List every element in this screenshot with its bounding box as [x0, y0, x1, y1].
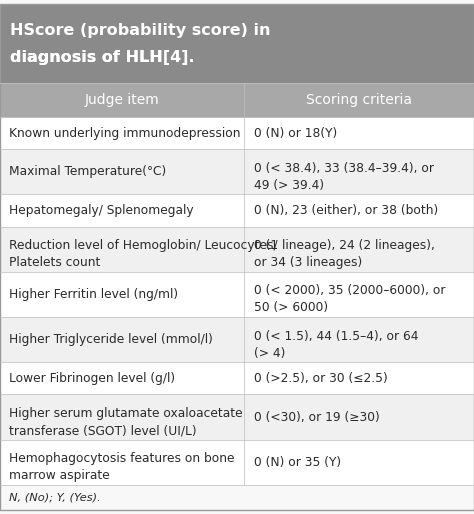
- Bar: [0, 4, 474, 83]
- Text: Higher serum glutamate oxaloacetate
transferase (SGOT) level (UI/L): Higher serum glutamate oxaloacetate tran…: [9, 407, 243, 437]
- Text: 0 (< 38.4), 33 (38.4–39.4), or
49 (> 39.4): 0 (< 38.4), 33 (38.4–39.4), or 49 (> 39.…: [254, 162, 434, 192]
- Bar: [0, 83, 474, 117]
- Text: Hemophagocytosis features on bone
marrow aspirate: Hemophagocytosis features on bone marrow…: [9, 452, 235, 482]
- Bar: [0, 227, 474, 272]
- Bar: [0, 362, 474, 394]
- Text: 0 (< 2000), 35 (2000–6000), or
50 (> 6000): 0 (< 2000), 35 (2000–6000), or 50 (> 600…: [254, 284, 445, 315]
- Text: N, (No); Y, (Yes).: N, (No); Y, (Yes).: [9, 492, 101, 502]
- Bar: [0, 439, 474, 485]
- Bar: [0, 194, 474, 227]
- Text: 0 (<30), or 19 (≥30): 0 (<30), or 19 (≥30): [254, 411, 379, 424]
- Text: Higher Ferritin level (ng/ml): Higher Ferritin level (ng/ml): [9, 288, 179, 301]
- Bar: [0, 149, 474, 194]
- Text: Judge item: Judge item: [85, 93, 159, 107]
- Text: Higher Triglyceride level (mmol/l): Higher Triglyceride level (mmol/l): [9, 333, 213, 346]
- Text: 0 (>2.5), or 30 (≤2.5): 0 (>2.5), or 30 (≤2.5): [254, 372, 387, 385]
- Text: Scoring criteria: Scoring criteria: [306, 93, 412, 107]
- Text: diagnosis of HLH[4].: diagnosis of HLH[4].: [10, 50, 195, 65]
- Text: Known underlying immunodepression: Known underlying immunodepression: [9, 126, 241, 139]
- Text: HScore (probability score) in: HScore (probability score) in: [10, 23, 271, 38]
- Text: 0 (1 lineage), 24 (2 lineages),
or 34 (3 lineages): 0 (1 lineage), 24 (2 lineages), or 34 (3…: [254, 240, 435, 269]
- Text: 0 (N) or 35 (Y): 0 (N) or 35 (Y): [254, 455, 341, 469]
- Bar: [0, 485, 474, 510]
- Text: Hepatomegaly/ Splenomegaly: Hepatomegaly/ Splenomegaly: [9, 204, 194, 217]
- Bar: [0, 317, 474, 362]
- Bar: [0, 394, 474, 439]
- Text: 0 (< 1.5), 44 (1.5–4), or 64
(> 4): 0 (< 1.5), 44 (1.5–4), or 64 (> 4): [254, 329, 418, 360]
- Bar: [0, 272, 474, 317]
- Text: Lower Fibrinogen level (g/l): Lower Fibrinogen level (g/l): [9, 372, 175, 385]
- Text: diagnosis of HLH: diagnosis of HLH: [10, 50, 163, 65]
- Text: 0 (N), 23 (either), or 38 (both): 0 (N), 23 (either), or 38 (both): [254, 204, 438, 217]
- Bar: [0, 117, 474, 149]
- Text: Reduction level of Hemoglobin/ Leucocytes/
Platelets count: Reduction level of Hemoglobin/ Leucocyte…: [9, 240, 278, 269]
- Text: Maximal Temperature(°C): Maximal Temperature(°C): [9, 166, 167, 178]
- Text: 0 (N) or 18(Y): 0 (N) or 18(Y): [254, 126, 337, 139]
